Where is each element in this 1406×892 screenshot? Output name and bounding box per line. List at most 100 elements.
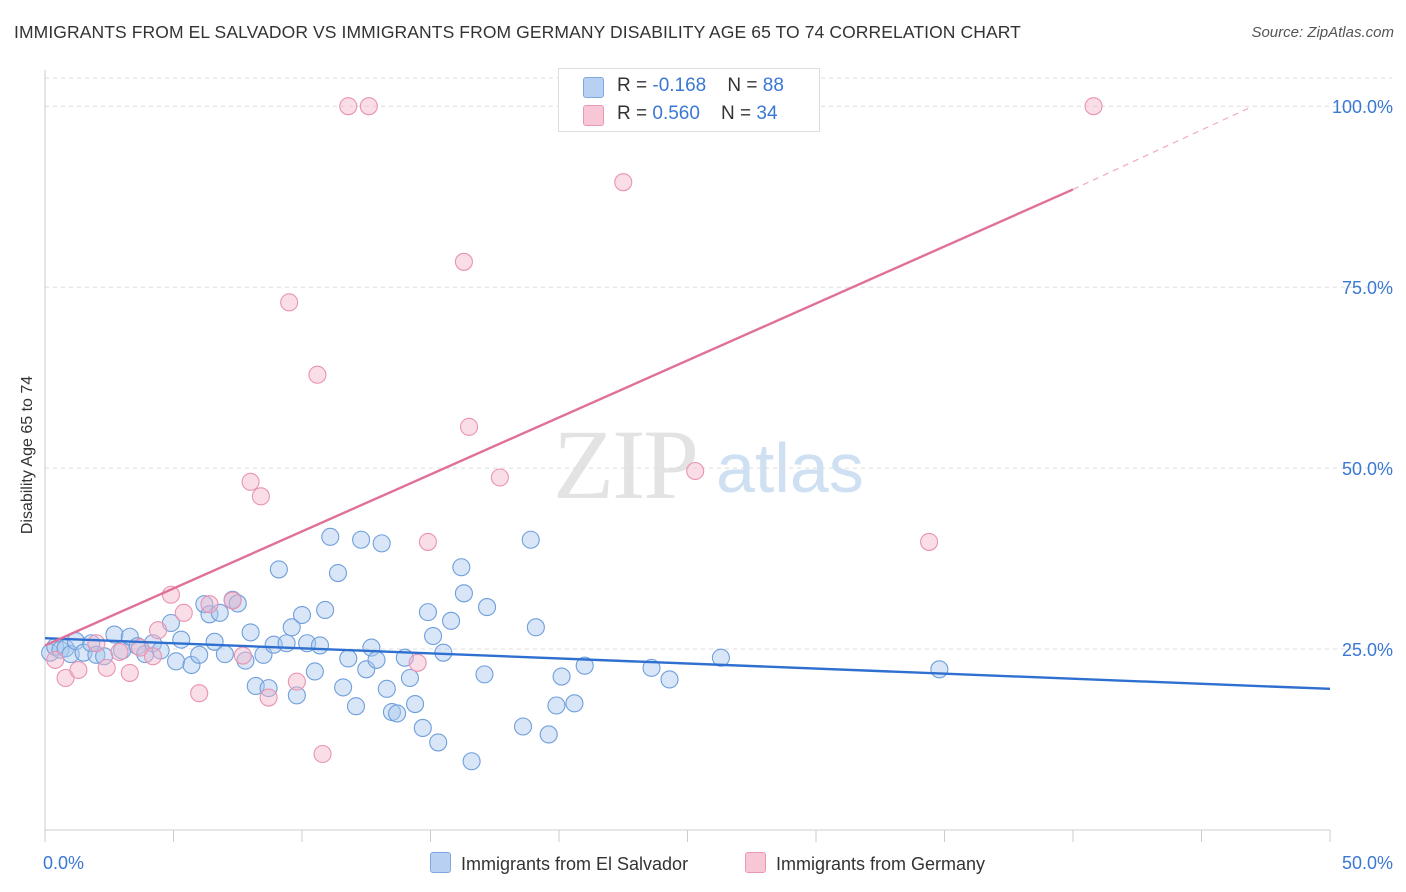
legend-n-value: 88 xyxy=(762,75,784,96)
data-point-el-salvador xyxy=(377,679,396,698)
data-point-germany xyxy=(686,461,705,481)
data-point-el-salvador xyxy=(195,595,214,614)
series-germany-points xyxy=(46,97,1103,764)
data-point-germany xyxy=(149,621,168,640)
data-point-el-salvador xyxy=(182,655,201,675)
data-point-el-salvador xyxy=(552,667,571,686)
y-tick-label: 25.0% xyxy=(1342,640,1393,660)
data-point-el-salvador xyxy=(241,623,260,642)
watermark-zip: ZIP xyxy=(553,409,699,520)
legend-swatch-blue xyxy=(583,77,604,98)
data-point-germany xyxy=(97,658,116,677)
data-point-el-salvador xyxy=(642,658,661,677)
data-point-el-salvador xyxy=(452,558,471,577)
data-point-el-salvador xyxy=(269,560,288,579)
data-point-germany xyxy=(56,668,75,688)
bottom-legend-el-salvador: Immigrants from El Salvador xyxy=(430,852,688,875)
bottom-legend-label-pink: Immigrants from Germany xyxy=(776,854,986,874)
data-point-el-salvador xyxy=(316,600,335,620)
data-point-el-salvador xyxy=(282,618,301,637)
data-point-el-salvador xyxy=(292,605,312,625)
data-point-germany xyxy=(131,638,150,657)
trend-line-germany xyxy=(44,188,1074,647)
data-point-el-salvador xyxy=(477,598,497,617)
data-point-germany xyxy=(110,642,129,661)
data-point-germany xyxy=(359,97,378,116)
gridlines xyxy=(45,77,1392,650)
data-point-el-salvador xyxy=(475,665,494,684)
data-point-germany xyxy=(46,650,65,669)
legend-n-label: N = xyxy=(721,103,757,124)
bottom-legend-swatch-blue xyxy=(430,852,451,873)
data-point-el-salvador xyxy=(215,645,234,664)
data-point-germany xyxy=(251,487,270,506)
source-label: Source: ZipAtlas.com xyxy=(1251,24,1394,41)
data-point-el-salvador xyxy=(228,594,247,613)
data-point-el-salvador xyxy=(105,625,124,644)
data-point-germany xyxy=(143,647,162,666)
data-point-germany xyxy=(920,532,939,551)
trend-lines xyxy=(44,105,1331,691)
data-point-germany xyxy=(87,634,106,653)
data-point-germany xyxy=(454,252,473,271)
data-point-el-salvador xyxy=(406,695,425,714)
trend-line-germany-extension xyxy=(1072,105,1254,190)
data-point-germany xyxy=(200,595,219,614)
data-point-el-salvador xyxy=(565,694,584,713)
data-point-el-salvador xyxy=(372,534,391,553)
data-point-el-salvador xyxy=(539,725,558,744)
data-point-germany xyxy=(174,603,193,622)
data-point-el-salvador xyxy=(413,718,432,737)
data-point-el-salvador xyxy=(547,696,566,715)
data-point-el-salvador xyxy=(352,530,371,549)
data-point-el-salvador xyxy=(526,618,545,637)
x-tick-label-max: 50.0% xyxy=(1342,853,1393,873)
data-point-germany xyxy=(120,663,139,682)
data-point-germany xyxy=(614,173,633,192)
data-point-el-salvador xyxy=(442,611,461,630)
data-point-germany xyxy=(233,646,252,665)
data-point-germany xyxy=(408,653,427,672)
chart-title: IMMIGRANTS FROM EL SALVADOR VS IMMIGRANT… xyxy=(14,22,1021,42)
data-point-germany xyxy=(1084,97,1103,116)
legend-r-value: 0.560 xyxy=(652,103,700,124)
correlation-legend: R = -0.168 N = 88 R = 0.560 N = 34 xyxy=(558,68,820,132)
legend-r-value: -0.168 xyxy=(652,75,707,96)
x-tick-label-min: 0.0% xyxy=(43,853,84,873)
data-point-el-salvador xyxy=(454,584,473,603)
data-point-el-salvador xyxy=(190,645,209,664)
y-tick-label: 50.0% xyxy=(1342,459,1393,479)
data-point-el-salvador xyxy=(287,686,306,705)
data-point-el-salvador xyxy=(236,651,255,670)
data-point-germany xyxy=(459,417,479,436)
bottom-legend-swatch-pink xyxy=(745,852,766,873)
data-point-el-salvador xyxy=(310,636,330,655)
axes xyxy=(44,70,1331,842)
data-point-el-salvador xyxy=(575,656,594,675)
data-point-el-salvador xyxy=(429,733,448,752)
tick-labels: 25.0% 50.0% 75.0% 100.0% 0.0% 50.0% xyxy=(43,97,1393,873)
data-point-el-salvador xyxy=(367,650,386,669)
legend-swatch-pink xyxy=(583,105,604,126)
data-point-el-salvador xyxy=(930,660,949,679)
data-point-el-salvador xyxy=(339,649,358,668)
bottom-legend-germany: Immigrants from Germany xyxy=(745,852,985,875)
data-point-el-salvador xyxy=(305,662,324,681)
data-point-germany xyxy=(339,97,358,116)
data-point-el-salvador xyxy=(424,626,443,646)
legend-r-label: R = xyxy=(617,75,653,96)
data-point-el-salvador xyxy=(357,660,376,679)
data-point-el-salvador xyxy=(711,648,730,667)
data-point-el-salvador xyxy=(172,630,191,649)
legend-n-label: N = xyxy=(727,75,763,96)
data-point-el-salvador xyxy=(400,668,419,688)
data-point-germany xyxy=(287,672,306,691)
data-point-germany xyxy=(259,688,278,707)
data-point-el-salvador xyxy=(277,634,296,653)
data-point-el-salvador xyxy=(167,652,186,671)
data-point-germany xyxy=(280,293,299,312)
data-point-el-salvador xyxy=(513,717,533,736)
y-tick-label: 75.0% xyxy=(1342,278,1393,298)
data-point-el-salvador xyxy=(462,752,481,771)
